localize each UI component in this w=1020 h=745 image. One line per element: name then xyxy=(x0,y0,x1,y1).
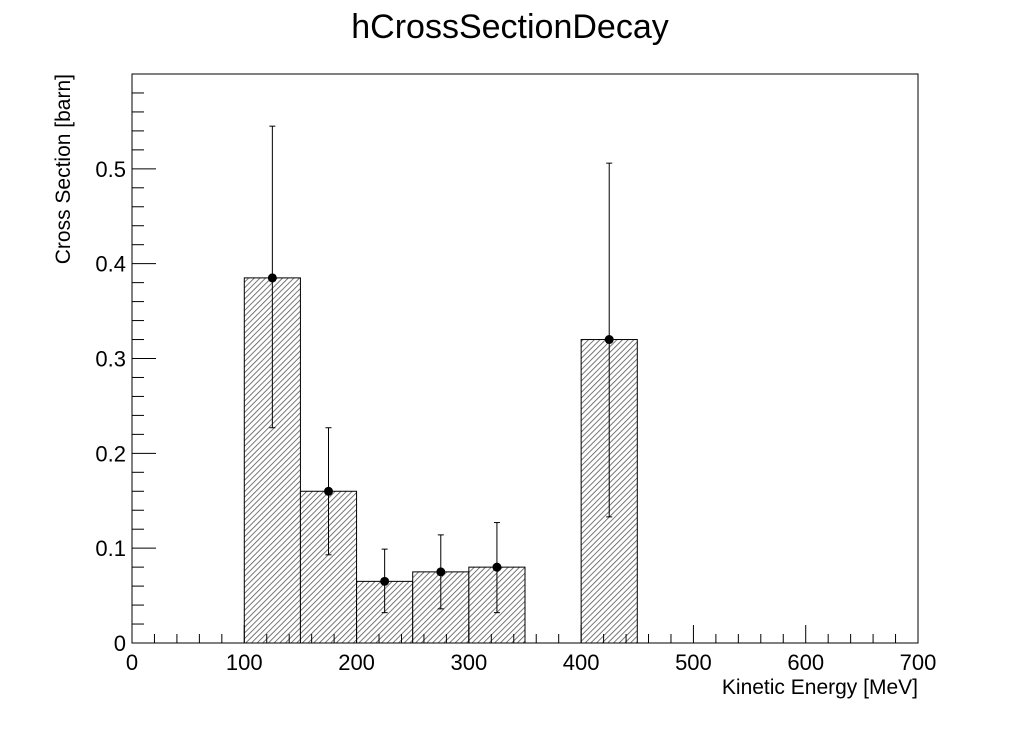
chart-title: hCrossSectionDecay xyxy=(351,8,668,46)
x-tick-label: 600 xyxy=(787,650,824,675)
y-tick-label: 0.2 xyxy=(95,441,126,466)
data-point-5 xyxy=(604,335,614,345)
y-axis-ticks: 0 0.1 0.2 0.3 0.4 0.5 xyxy=(95,92,156,656)
data-point-2 xyxy=(380,576,390,586)
x-tick-label: 100 xyxy=(226,650,263,675)
y-tick-label: 0.4 xyxy=(95,252,126,277)
y-tick-label: 0 xyxy=(114,631,126,656)
x-tick-label: 0 xyxy=(126,650,138,675)
data-point-0 xyxy=(267,273,277,283)
data-point-1 xyxy=(324,486,333,496)
x-tick-label: 500 xyxy=(675,650,712,675)
y-tick-label: 0.1 xyxy=(95,536,126,561)
data-point-4 xyxy=(492,562,502,572)
x-axis-ticks: 0 100 200 300 400 500 600 700 xyxy=(126,625,936,675)
x-tick-label: 700 xyxy=(900,650,937,675)
y-tick-label: 0.3 xyxy=(95,347,126,372)
x-tick-label: 200 xyxy=(338,650,375,675)
y-axis-label: Cross Section [barn] xyxy=(52,74,75,264)
data-point-3 xyxy=(436,567,446,577)
x-axis-label: Kinetic Energy [MeV] xyxy=(722,676,918,699)
x-tick-label: 300 xyxy=(450,650,487,675)
data-points xyxy=(267,273,614,586)
y-tick-label: 0.5 xyxy=(95,157,126,182)
x-tick-label: 400 xyxy=(563,650,600,675)
